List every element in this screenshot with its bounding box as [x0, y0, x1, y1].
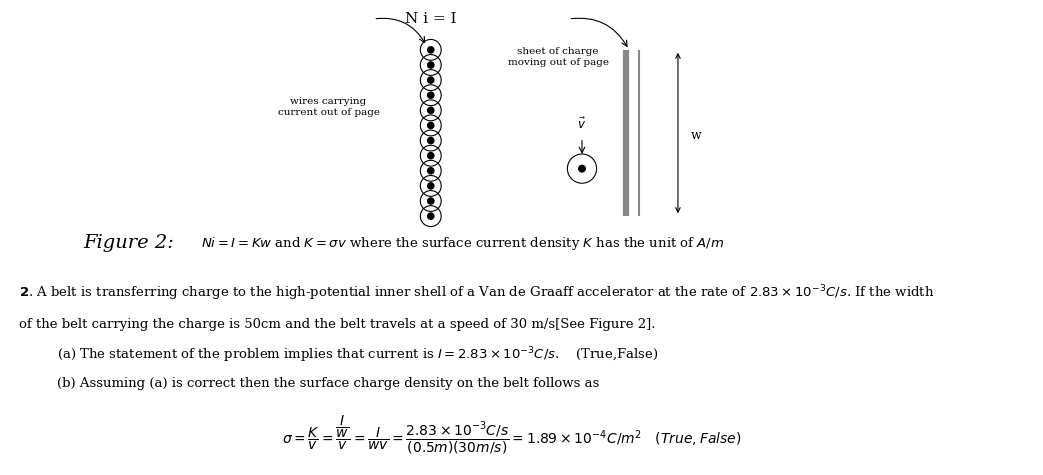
Ellipse shape	[428, 107, 434, 114]
Ellipse shape	[428, 137, 434, 143]
Ellipse shape	[428, 152, 434, 159]
Ellipse shape	[428, 77, 434, 83]
Ellipse shape	[428, 62, 434, 68]
Ellipse shape	[428, 213, 434, 219]
Text: sheet of charge
moving out of page: sheet of charge moving out of page	[508, 48, 608, 66]
Text: $Ni = I = Kw$ and $K = \sigma v$ where the surface current density $K$ has the u: $Ni = I = Kw$ and $K = \sigma v$ where t…	[201, 235, 725, 252]
Ellipse shape	[428, 168, 434, 174]
Text: (b) Assuming (a) is correct then the surface charge density on the belt follows : (b) Assuming (a) is correct then the sur…	[57, 377, 600, 390]
Text: Figure 2:: Figure 2:	[83, 234, 180, 252]
Ellipse shape	[428, 123, 434, 129]
Text: of the belt carrying the charge is 50cm and the belt travels at a speed of 30 m/: of the belt carrying the charge is 50cm …	[19, 318, 655, 332]
Ellipse shape	[428, 47, 434, 53]
Text: N i = I: N i = I	[405, 12, 457, 26]
Ellipse shape	[579, 165, 585, 172]
Text: $\sigma = \dfrac{K}{v} = \dfrac{\dfrac{I}{w}}{v} = \dfrac{I}{wv} = \dfrac{2.83 \: $\sigma = \dfrac{K}{v} = \dfrac{\dfrac{I…	[282, 413, 741, 456]
Text: wires carrying
current out of page: wires carrying current out of page	[277, 97, 380, 116]
Text: $\vec{v}$: $\vec{v}$	[578, 117, 586, 132]
Ellipse shape	[428, 183, 434, 189]
Ellipse shape	[428, 92, 434, 98]
Text: $\mathbf{2}$. A belt is transferring charge to the high-potential inner shell of: $\mathbf{2}$. A belt is transferring cha…	[19, 284, 935, 304]
Text: w: w	[690, 129, 701, 142]
Ellipse shape	[428, 198, 434, 204]
Text: (a) The statement of the problem implies that current is $I = 2.83 \times 10^{-3: (a) The statement of the problem implies…	[57, 345, 659, 365]
